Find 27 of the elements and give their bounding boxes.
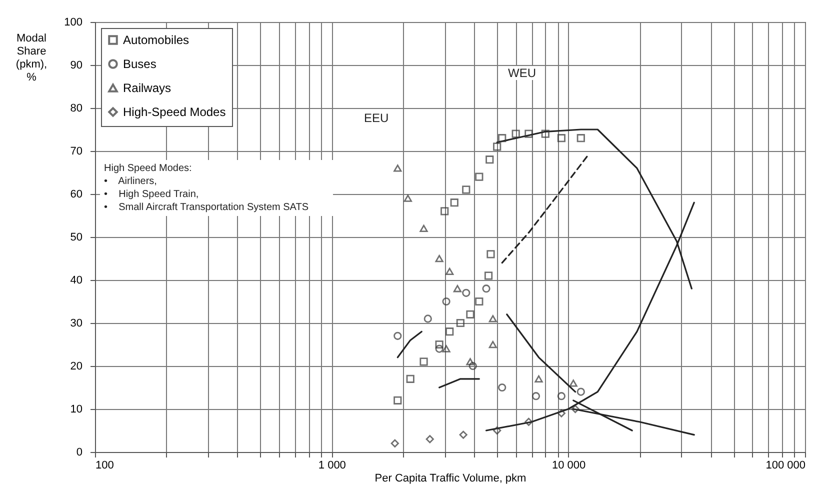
- annotation: • Small Aircraft Transportation System SATS: [104, 201, 310, 214]
- annotation: EEU: [362, 111, 391, 125]
- y-tick-label: 60: [70, 188, 82, 200]
- y-axis-title: Modal Share (pkm), %: [16, 32, 48, 84]
- y-tick-label: 20: [70, 360, 82, 372]
- x-axis-title: Per Capita Traffic Volume, pkm: [374, 472, 526, 484]
- x-tick-label: 1 000: [318, 460, 346, 472]
- x-tick-label: 10 000: [552, 460, 586, 472]
- y-tick-label: 40: [70, 274, 82, 286]
- annotation: WEU: [506, 66, 538, 80]
- annotation: • High Speed Train,: [104, 188, 200, 201]
- legend-label: High-Speed Modes: [123, 105, 226, 119]
- y-tick-label: 10: [70, 404, 82, 416]
- annotation: High Speed Modes:: [104, 162, 193, 175]
- y-tick-label: 50: [70, 232, 82, 244]
- y-tick-label: 30: [70, 318, 82, 330]
- annotation: • Airliners,: [104, 175, 158, 188]
- y-tick-label: 100: [64, 16, 82, 28]
- legend-label: Railways: [123, 81, 172, 95]
- y-tick-label: 80: [70, 102, 82, 114]
- y-tick-label: 70: [70, 146, 82, 158]
- y-tick-label: 0: [76, 446, 82, 458]
- x-tick-label: 100 000: [766, 460, 806, 472]
- legend-label: Automobiles: [123, 33, 190, 47]
- legend-label: Buses: [123, 57, 156, 71]
- y-tick-label: 90: [70, 60, 82, 72]
- x-tick-label: 100: [96, 460, 114, 472]
